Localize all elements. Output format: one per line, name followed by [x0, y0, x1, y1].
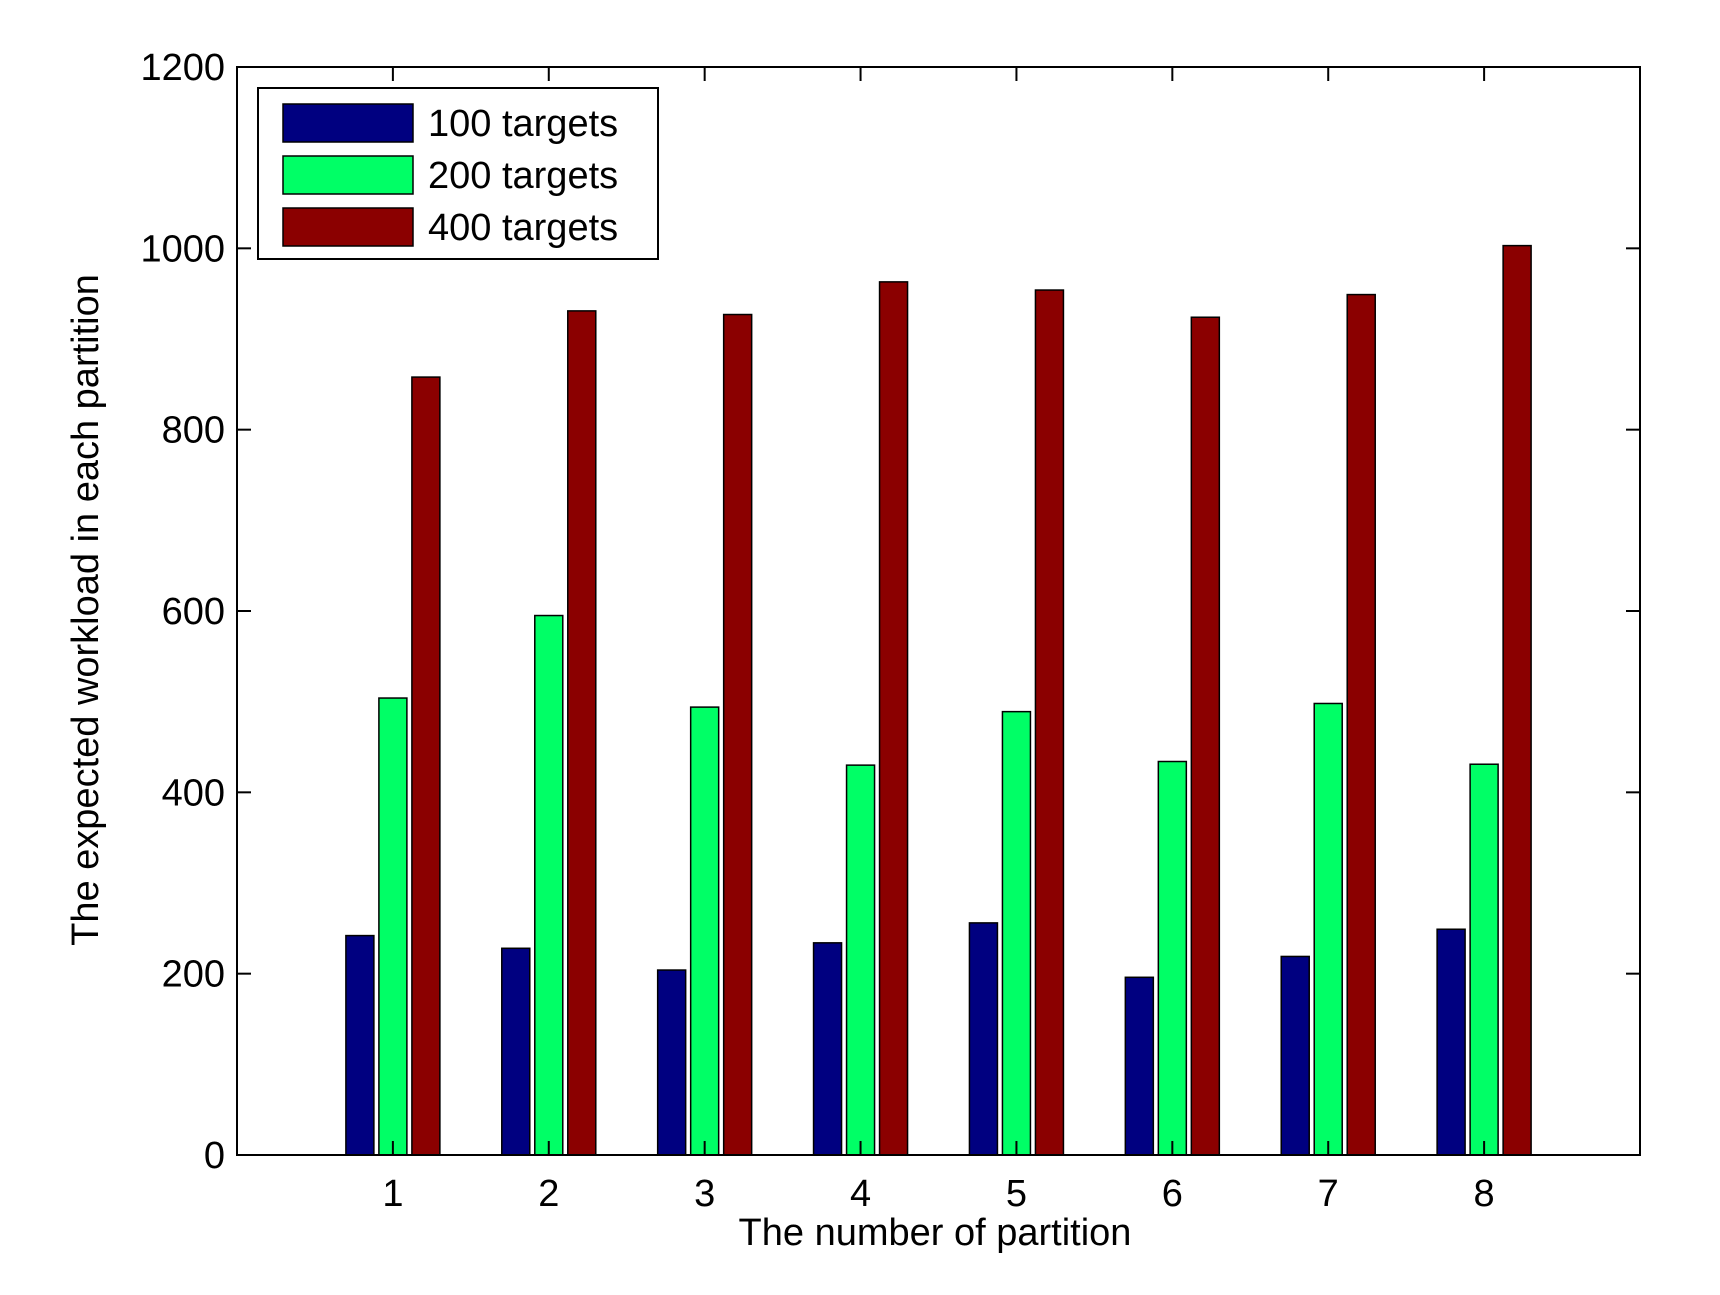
bar-200-targets-2 [534, 614, 564, 1156]
x-tick-label: 4 [850, 1173, 871, 1215]
bar-200-targets-6 [1157, 760, 1188, 1156]
bar-200-targets-1 [378, 697, 408, 1156]
bar-200-targets-4 [845, 764, 876, 1156]
legend-swatch-400-targets [282, 207, 414, 247]
bar-400-targets-2 [567, 310, 597, 1156]
x-axis-label: The number of partition [739, 1212, 1132, 1254]
bar-100-targets-2 [501, 947, 531, 1156]
bar-200-targets-7 [1313, 702, 1343, 1156]
y-tick-label: 600 [162, 591, 225, 633]
bar-400-targets-3 [722, 313, 753, 1156]
bar-100-targets-7 [1280, 955, 1310, 1156]
bar-400-targets-4 [878, 281, 909, 1156]
y-tick-label: 800 [162, 410, 225, 452]
y-axis-label: The expected workload in each partition [65, 274, 107, 946]
y-tick-label: 200 [162, 954, 225, 996]
legend-swatch-100-targets [282, 103, 414, 143]
bar-100-targets-8 [1436, 928, 1466, 1156]
bar-400-targets-8 [1502, 244, 1532, 1156]
legend-swatch-200-targets [282, 155, 414, 195]
bar-100-targets-3 [656, 969, 687, 1156]
x-tick-label: 8 [1474, 1173, 1495, 1215]
bar-100-targets-6 [1124, 976, 1155, 1156]
legend-label: 100 targets [428, 103, 618, 145]
y-tick-label: 400 [162, 772, 225, 814]
x-tick-label: 2 [538, 1173, 559, 1215]
y-tick-label: 1200 [140, 47, 225, 89]
x-tick-label: 6 [1162, 1173, 1183, 1215]
x-tick-label: 7 [1318, 1173, 1339, 1215]
bar-100-targets-5 [968, 922, 999, 1156]
bar-200-targets-3 [689, 706, 720, 1156]
bars-layer [345, 244, 1532, 1156]
x-tick-label: 1 [382, 1173, 403, 1215]
legend-label: 400 targets [428, 207, 618, 249]
bar-200-targets-5 [1001, 710, 1032, 1156]
bar-100-targets-4 [812, 942, 843, 1156]
bar-400-targets-5 [1034, 289, 1065, 1156]
bar-100-targets-1 [345, 934, 375, 1156]
x-tick-label: 5 [1006, 1173, 1027, 1215]
axes-layer: 0 200 400 600 800 1000 1200 1 2 3 4 5 6 7 8 [140, 47, 1641, 1215]
bar-200-targets-8 [1469, 763, 1499, 1156]
legend: 100 targets 200 targets 400 targets [257, 87, 659, 260]
y-tick-label: 1000 [140, 228, 225, 270]
bar-400-targets-7 [1346, 293, 1376, 1156]
bar-400-targets-6 [1190, 316, 1221, 1156]
y-tick-label: 0 [204, 1135, 225, 1177]
bar-400-targets-1 [411, 376, 441, 1156]
legend-label: 200 targets [428, 155, 618, 197]
x-tick-label: 3 [694, 1173, 715, 1215]
